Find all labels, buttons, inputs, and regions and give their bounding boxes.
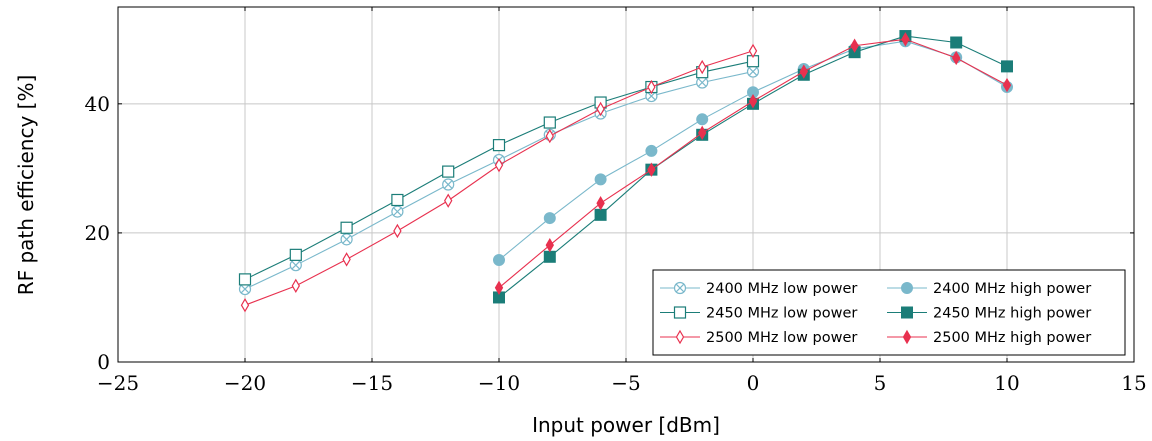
legend-item: 2500 MHz high power: [887, 329, 1091, 346]
data-point: [543, 116, 556, 129]
axis-ticks: −25 −20 −15 −10 −5 0 5 10 15 0 20 40: [85, 7, 1147, 395]
data-point: [442, 165, 455, 178]
x-axis-label: Input power [dBm]: [532, 413, 720, 437]
data-point: [342, 252, 351, 267]
data-point: [340, 233, 353, 246]
legend-label: 2500 MHz high power: [933, 330, 1091, 346]
data-point: [289, 248, 302, 261]
data-point: [696, 76, 709, 89]
legend-item: 2500 MHz low power: [660, 329, 857, 346]
data-point: [596, 196, 605, 211]
y-tick-label: 20: [85, 221, 110, 245]
series-2500-mhz-low-power: [240, 43, 758, 313]
y-tick-label: 40: [85, 92, 110, 116]
data-point: [746, 65, 760, 78]
data-point: [543, 212, 556, 225]
data-point: [596, 101, 605, 117]
x-tick-label: 5: [874, 371, 887, 395]
data-point: [647, 79, 656, 95]
data-point: [594, 208, 607, 221]
legend-marker: [901, 282, 913, 294]
legend-item: 2450 MHz low power: [660, 306, 857, 322]
legend-item: 2450 MHz high power: [887, 306, 1091, 322]
x-tick-label: −25: [97, 371, 139, 395]
legend-marker: [673, 281, 687, 295]
data-point: [799, 64, 808, 79]
series-2500-mhz-high-power: [494, 32, 1012, 295]
data-point: [291, 278, 300, 294]
data-point: [850, 38, 859, 53]
legend-label: 2400 MHz low power: [706, 281, 857, 297]
legend-label: 2450 MHz high power: [933, 306, 1091, 322]
data-point: [340, 221, 353, 234]
data-point: [494, 157, 504, 173]
data-point: [748, 43, 758, 59]
data-point: [393, 223, 402, 239]
data-point: [238, 273, 252, 286]
data-point: [698, 125, 707, 141]
legend-marker: [673, 306, 687, 319]
data-point: [645, 144, 658, 157]
data-point: [594, 173, 607, 186]
data-point: [289, 259, 302, 272]
data-point: [493, 254, 505, 267]
data-point: [545, 237, 554, 253]
data-point: [444, 193, 453, 208]
legend-marker: [901, 306, 913, 319]
legend-item: 2400 MHz low power: [660, 281, 857, 297]
y-axis-label: RF path efficiency [%]: [14, 75, 38, 296]
data-point: [645, 89, 658, 103]
legend-label: 2400 MHz high power: [933, 281, 1091, 297]
y-tick-label: 0: [97, 350, 110, 374]
x-tick-label: −15: [351, 371, 393, 395]
x-tick-label: 0: [747, 371, 760, 395]
data-point: [748, 94, 758, 109]
x-tick-label: −5: [611, 371, 640, 395]
x-tick-label: −20: [224, 371, 266, 395]
data-point: [1001, 60, 1013, 73]
data-point: [442, 178, 455, 191]
data-point: [901, 32, 910, 47]
x-tick-label: 10: [994, 371, 1019, 395]
legend: 2400 MHz low power 2400 MHz high power 245…: [652, 269, 1126, 356]
legend-marker: [675, 329, 685, 345]
data-point: [952, 50, 961, 66]
data-point: [391, 193, 404, 207]
data-point: [240, 298, 250, 313]
data-point: [696, 113, 709, 126]
data-point: [950, 36, 963, 49]
x-tick-label: 15: [1121, 371, 1146, 395]
data-point: [647, 162, 656, 177]
data-point: [391, 205, 404, 218]
data-point: [698, 59, 707, 75]
data-point: [545, 128, 554, 144]
data-point: [494, 280, 504, 295]
data-point: [1002, 77, 1012, 93]
data-point: [543, 250, 556, 263]
legend-marker: [902, 329, 912, 345]
legend-item: 2400 MHz high power: [887, 281, 1091, 297]
data-point: [492, 139, 506, 152]
series-lines: [238, 30, 1013, 313]
x-tick-label: −10: [478, 371, 520, 395]
legend-label: 2500 MHz low power: [706, 330, 857, 346]
legend-label: 2450 MHz low power: [706, 306, 857, 322]
